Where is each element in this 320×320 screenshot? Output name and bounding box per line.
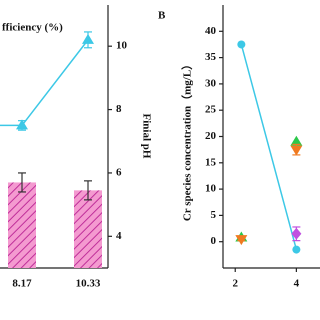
x-tick-label: 4	[294, 278, 300, 290]
y-tick-label: 30	[205, 77, 217, 89]
y-tick-label: 25	[205, 104, 217, 116]
y-tick-label: 8	[116, 103, 122, 115]
panel-label: B	[158, 10, 166, 22]
y-tick-label: 10	[205, 183, 217, 195]
marker	[82, 33, 94, 44]
y-tick-label: 35	[205, 51, 217, 63]
bar	[8, 182, 36, 268]
y-axis-label: Finial pH	[140, 114, 152, 159]
marker	[237, 40, 246, 49]
y-tick-label: 20	[205, 130, 217, 142]
marker	[291, 227, 302, 240]
y-tick-label: 0	[211, 235, 217, 247]
y-tick-label: 4	[116, 230, 122, 242]
y-tick-label: 5	[211, 209, 217, 221]
y-tick-label: 40	[205, 25, 217, 37]
bar	[74, 190, 102, 268]
marker	[292, 245, 301, 254]
x-tick-label: 8.17	[12, 278, 32, 290]
marker	[235, 235, 248, 246]
marker	[290, 145, 303, 156]
line	[21, 39, 89, 126]
marker	[16, 119, 28, 130]
y-axis-label: Cr species concentration（mg/L）	[181, 59, 194, 221]
x-tick-label: 10.33	[76, 278, 101, 290]
chart-title: fficiency (%)	[2, 22, 63, 34]
x-tick-label: 2	[232, 278, 238, 290]
y-tick-label: 10	[116, 40, 128, 52]
line	[240, 44, 298, 250]
y-tick-label: 6	[116, 166, 122, 178]
y-tick-label: 15	[205, 156, 217, 168]
marker	[290, 135, 303, 146]
